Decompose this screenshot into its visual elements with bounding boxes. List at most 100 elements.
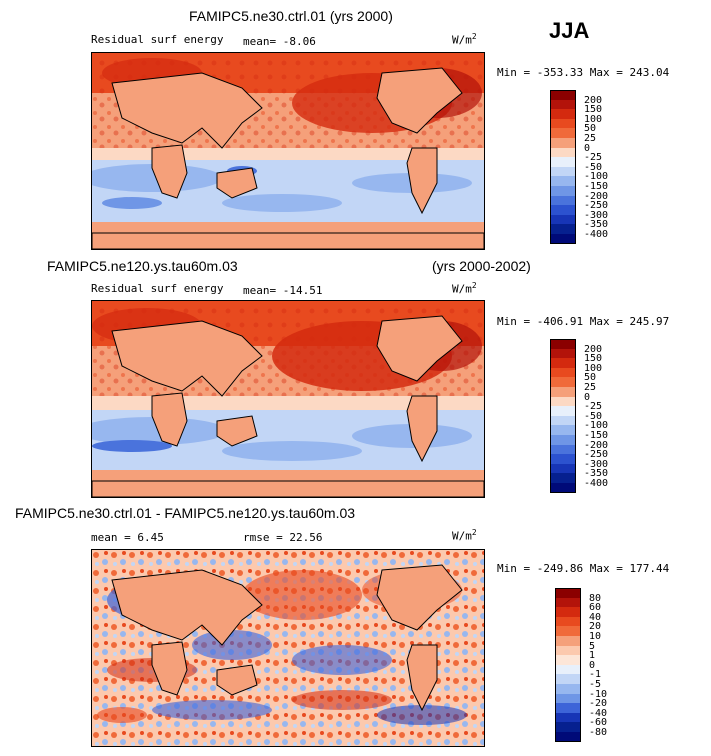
colorbar-swatch (555, 588, 581, 598)
colorbar-label: 0 (589, 659, 596, 671)
colorbar-label: 150 (584, 104, 603, 116)
panel-3-map-svg (92, 550, 484, 746)
colorbar-swatch (550, 348, 576, 359)
colorbar-swatch (550, 358, 576, 368)
colorbar-label: -200 (584, 439, 609, 451)
colorbar-swatch (555, 636, 581, 646)
panel-3-mean: mean = 6.45 (91, 531, 164, 544)
colorbar-swatch (555, 684, 581, 694)
colorbar-swatch (550, 224, 576, 234)
colorbar-swatch (555, 607, 581, 617)
colorbar-label: -300 (584, 209, 609, 221)
panel-2-title-years: (yrs 2000-2002) (432, 258, 531, 274)
panel-1-map (91, 52, 485, 250)
colorbar-swatch (550, 128, 576, 138)
colorbar-label: 40 (589, 611, 602, 623)
colorbar-label: -400 (584, 478, 609, 489)
colorbar-swatch (550, 473, 576, 483)
colorbar-label: -5 (589, 679, 602, 690)
colorbar-swatch (550, 157, 576, 167)
colorbar-label: -80 (589, 727, 608, 738)
panel-1-minmax: Min = -353.33 Max = 243.04 (497, 66, 670, 79)
colorbar-label: -250 (584, 449, 609, 461)
panel-1-colorbar: 200 150 100 50 25 0 -25 -50 -100 -150 -200 -250 -300… (550, 90, 630, 244)
season-label: JJA (549, 18, 590, 43)
colorbar-swatch (550, 415, 576, 426)
colorbar-label: 25 (584, 133, 597, 144)
colorbar-swatch (550, 186, 576, 196)
colorbar-label: 100 (584, 362, 603, 374)
panel-3-units: W/m2 (452, 528, 477, 543)
colorbar-label: 60 (589, 602, 602, 614)
panel-3-map (91, 549, 485, 747)
colorbar-swatch (550, 166, 576, 177)
panel-2-units: W/m2 (452, 281, 477, 296)
colorbar-swatch (555, 674, 581, 684)
colorbar-swatch (550, 195, 576, 206)
panel-3-colorbar: 80 60 40 20 10 5 1 0 -1 -5 -10 -20 -40 -60 -80 (555, 588, 635, 742)
colorbar-label: 1 (589, 650, 596, 662)
colorbar-swatch (550, 99, 576, 110)
colorbar-label: 80 (589, 592, 602, 604)
colorbar-swatch (550, 483, 576, 493)
colorbar-label: -25 (584, 401, 603, 413)
colorbar-label: -40 (589, 707, 608, 719)
colorbar-label: 25 (584, 382, 597, 393)
colorbar-swatch (555, 597, 581, 608)
colorbar-label: -25 (584, 152, 603, 164)
colorbar-swatch (550, 118, 576, 129)
colorbar-swatch (550, 425, 576, 435)
colorbar-label: -10 (589, 688, 608, 700)
colorbar-label: -100 (584, 171, 609, 183)
colorbar-label: -250 (584, 200, 609, 212)
colorbar-swatch (550, 435, 576, 445)
colorbar-label: -100 (584, 420, 609, 432)
colorbar-swatch (550, 454, 576, 464)
colorbar-swatch (555, 712, 581, 723)
colorbar-label: -60 (589, 717, 608, 729)
panel-3-title: FAMIPC5.ne30.ctrl.01 - FAMIPC5.ne120.ys.… (15, 505, 356, 521)
colorbar-swatch (555, 626, 581, 636)
colorbar-swatch (550, 463, 576, 474)
colorbar-label: 0 (584, 391, 591, 403)
colorbar-label: -200 (584, 190, 609, 202)
colorbar-label: -400 (584, 229, 609, 240)
colorbar-label: -350 (584, 219, 609, 231)
panel-3-minmax: Min = -249.86 Max = 177.44 (497, 562, 670, 575)
colorbar-label: 200 (584, 343, 603, 355)
colorbar-label: -1 (589, 669, 602, 681)
colorbar-swatch (550, 396, 576, 407)
colorbar-swatch (555, 645, 581, 656)
panel-1-mean: mean= -8.06 (243, 35, 316, 48)
panel-2-title: FAMIPC5.ne120.ys.tau60m.03 (47, 258, 238, 274)
colorbar-swatch (555, 732, 581, 742)
colorbar-swatch (550, 377, 576, 387)
panel-1-units: W/m2 (452, 32, 477, 47)
colorbar-swatch (555, 703, 581, 713)
colorbar-swatch (550, 147, 576, 158)
colorbar-swatch (555, 664, 581, 675)
colorbar-label: 0 (584, 142, 591, 154)
colorbar-swatch (550, 234, 576, 244)
colorbar-label: -50 (584, 410, 603, 422)
colorbar-swatch (555, 722, 581, 732)
colorbar-label: 100 (584, 113, 603, 125)
colorbar-label: -350 (584, 468, 609, 480)
panel-1-variable: Residual surf energy (91, 33, 224, 46)
colorbar-label: -300 (584, 458, 609, 470)
colorbar-label: -50 (584, 161, 603, 173)
colorbar-swatch (550, 90, 576, 100)
colorbar-swatch (555, 616, 581, 627)
colorbar-label: 10 (589, 631, 602, 642)
colorbar-swatch (550, 444, 576, 455)
panel-1-map-svg (92, 53, 484, 249)
colorbar-label: 200 (584, 94, 603, 106)
panel-2-variable: Residual surf energy (91, 282, 224, 295)
colorbar-swatch (550, 339, 576, 349)
panel-3-rmse: rmse = 22.56 (243, 531, 323, 544)
colorbar-swatch (550, 367, 576, 378)
colorbar-label: -150 (584, 430, 609, 441)
panel-2-mean: mean= -14.51 (243, 284, 323, 297)
colorbar-swatch (550, 387, 576, 397)
colorbar-label: 5 (589, 640, 596, 652)
